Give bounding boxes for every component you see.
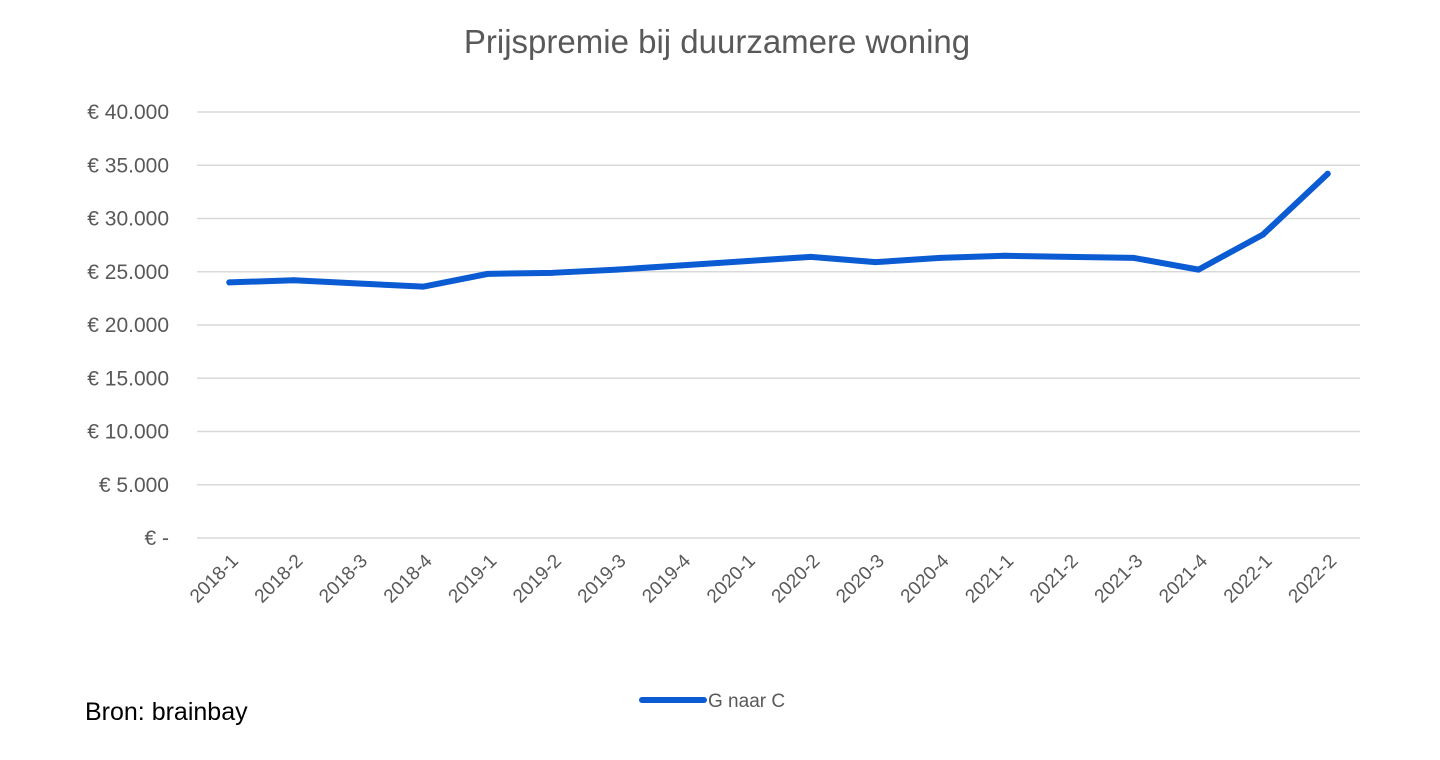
y-tick-label: € 10.000: [87, 421, 169, 444]
data-point: [613, 266, 620, 273]
y-tick-label: € 40.000: [87, 101, 169, 124]
x-tick-label: 2022-1: [1220, 551, 1277, 608]
x-tick-label: 2020-3: [832, 551, 889, 608]
y-axis-ticks: € - € 5.000 € 10.000 € 15.000 € 20.000 € 25.0…: [87, 101, 169, 550]
x-tick-label: 2022-2: [1285, 551, 1342, 608]
chart-title: Prijspremie bij duurzamere woning: [464, 23, 970, 60]
legend: G naar C: [639, 691, 785, 712]
data-point: [872, 259, 879, 266]
x-tick-label: 2018-4: [380, 550, 437, 607]
data-point: [1130, 254, 1137, 261]
data-point: [678, 262, 685, 269]
x-tick-label: 2020-4: [897, 550, 954, 607]
x-tick-label: 2019-2: [509, 551, 566, 608]
x-tick-label: 2019-4: [638, 550, 695, 607]
data-point: [1260, 231, 1267, 238]
data-point: [226, 279, 233, 286]
data-point: [937, 254, 944, 261]
x-axis-ticks: 2018-1 2018-2 2018-3 2018-4 2019-1 2019-2 2019…: [186, 550, 1341, 607]
data-point: [1195, 266, 1202, 273]
x-tick-label: 2019-3: [574, 551, 631, 608]
x-tick-label: 2020-1: [703, 551, 760, 608]
data-point: [1324, 170, 1331, 177]
x-tick-label: 2018-2: [251, 551, 308, 608]
data-point: [1066, 253, 1073, 260]
x-tick-label: 2018-1: [186, 551, 243, 608]
y-tick-label: € -: [144, 527, 169, 550]
data-point: [355, 280, 362, 287]
x-tick-label: 2019-1: [445, 551, 502, 608]
y-tick-label: € 30.000: [87, 208, 169, 231]
data-point: [743, 258, 750, 265]
y-tick-label: € 20.000: [87, 314, 169, 337]
x-tick-label: 2018-3: [315, 551, 372, 608]
series-line: [226, 170, 1331, 290]
series-layer: [226, 170, 1331, 290]
x-tick-label: 2021-1: [961, 551, 1018, 608]
y-tick-label: € 15.000: [87, 367, 169, 390]
data-point: [807, 253, 814, 260]
data-point: [1001, 252, 1008, 259]
data-point: [420, 283, 427, 290]
source-note: Bron: brainbay: [85, 698, 248, 726]
x-tick-label: 2021-2: [1026, 551, 1083, 608]
x-tick-label: 2020-2: [768, 551, 825, 608]
y-tick-label: € 5.000: [99, 474, 169, 497]
x-tick-label: 2021-3: [1091, 551, 1148, 608]
data-point: [549, 269, 556, 276]
data-point: [484, 270, 491, 277]
x-tick-label: 2021-4: [1155, 550, 1212, 607]
legend-label: G naar C: [708, 691, 785, 712]
gridlines: [197, 111, 1360, 539]
data-point: [290, 277, 297, 284]
y-tick-label: € 25.000: [87, 261, 169, 284]
y-tick-label: € 35.000: [87, 154, 169, 177]
